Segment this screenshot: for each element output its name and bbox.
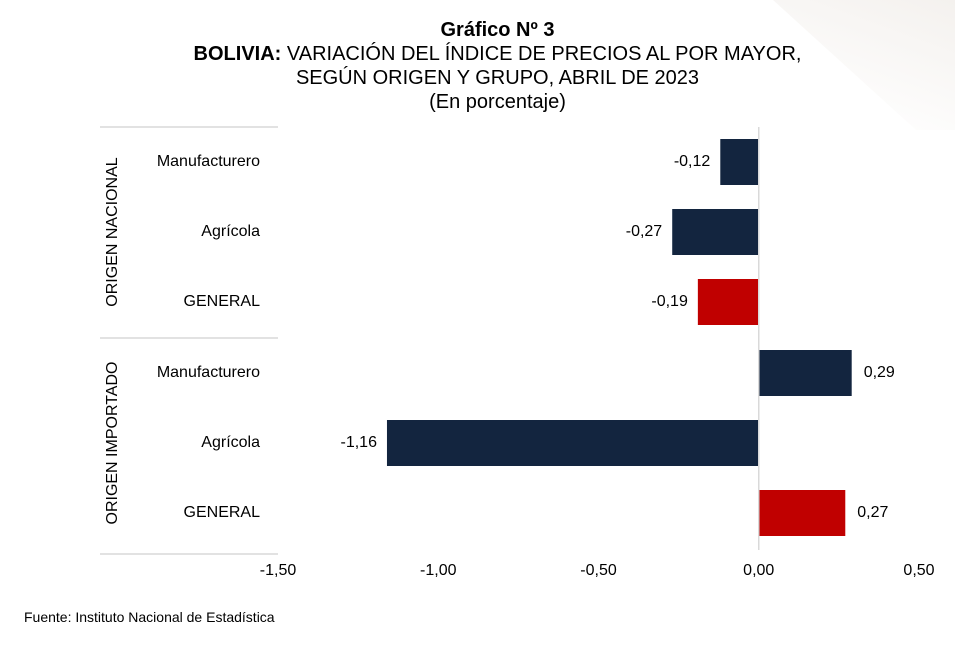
bar (672, 209, 759, 255)
source-note: Fuente: Instituto Nacional de Estadístic… (24, 609, 275, 625)
category-label: Agrícola (201, 223, 260, 240)
x-tick-label: -0,50 (580, 562, 617, 579)
chart-subtitle-line1: BOLIVIA: VARIACIÓN DEL ÍNDICE DE PRECIOS… (0, 42, 955, 66)
chart-subtitle-line2: SEGÚN ORIGEN Y GRUPO, ABRIL DE 2023 (295, 67, 700, 89)
category-label: GENERAL (184, 504, 261, 521)
bar (758, 350, 852, 396)
category-label: GENERAL (184, 293, 261, 310)
x-tick-label: -1,50 (260, 562, 297, 579)
subtitle-text: VARIACIÓN DEL ÍNDICE DE PRECIOS AL POR M… (286, 43, 802, 65)
chart-titles: Gráfico Nº 3 BOLIVIA: VARIACIÓN DEL ÍNDI… (0, 18, 955, 114)
x-tick-label: 0,00 (743, 562, 774, 579)
category-label: Manufacturero (157, 364, 260, 381)
data-label: -1,16 (341, 434, 378, 451)
bar (697, 279, 759, 325)
data-label: -0,27 (626, 223, 663, 240)
category-label: Manufacturero (157, 153, 260, 170)
bar (386, 420, 759, 466)
bar (758, 490, 846, 536)
data-label: -0,12 (674, 153, 711, 170)
bar (720, 139, 759, 185)
group-label: ORIGEN NACIONAL (104, 157, 121, 306)
chart-unit-note: (En porcentaje) (429, 91, 566, 113)
data-label: -0,19 (651, 293, 688, 310)
subtitle-country: BOLIVIA: (193, 43, 282, 65)
x-tick-label: -1,00 (420, 562, 457, 579)
group-label: ORIGEN IMPORTADO (104, 362, 121, 525)
chart-title: Gráfico Nº 3 (440, 19, 555, 41)
x-tick-label: 0,50 (903, 562, 934, 579)
data-label: 0,29 (864, 364, 895, 381)
category-label: Agrícola (201, 434, 260, 451)
data-label: 0,27 (857, 504, 888, 521)
